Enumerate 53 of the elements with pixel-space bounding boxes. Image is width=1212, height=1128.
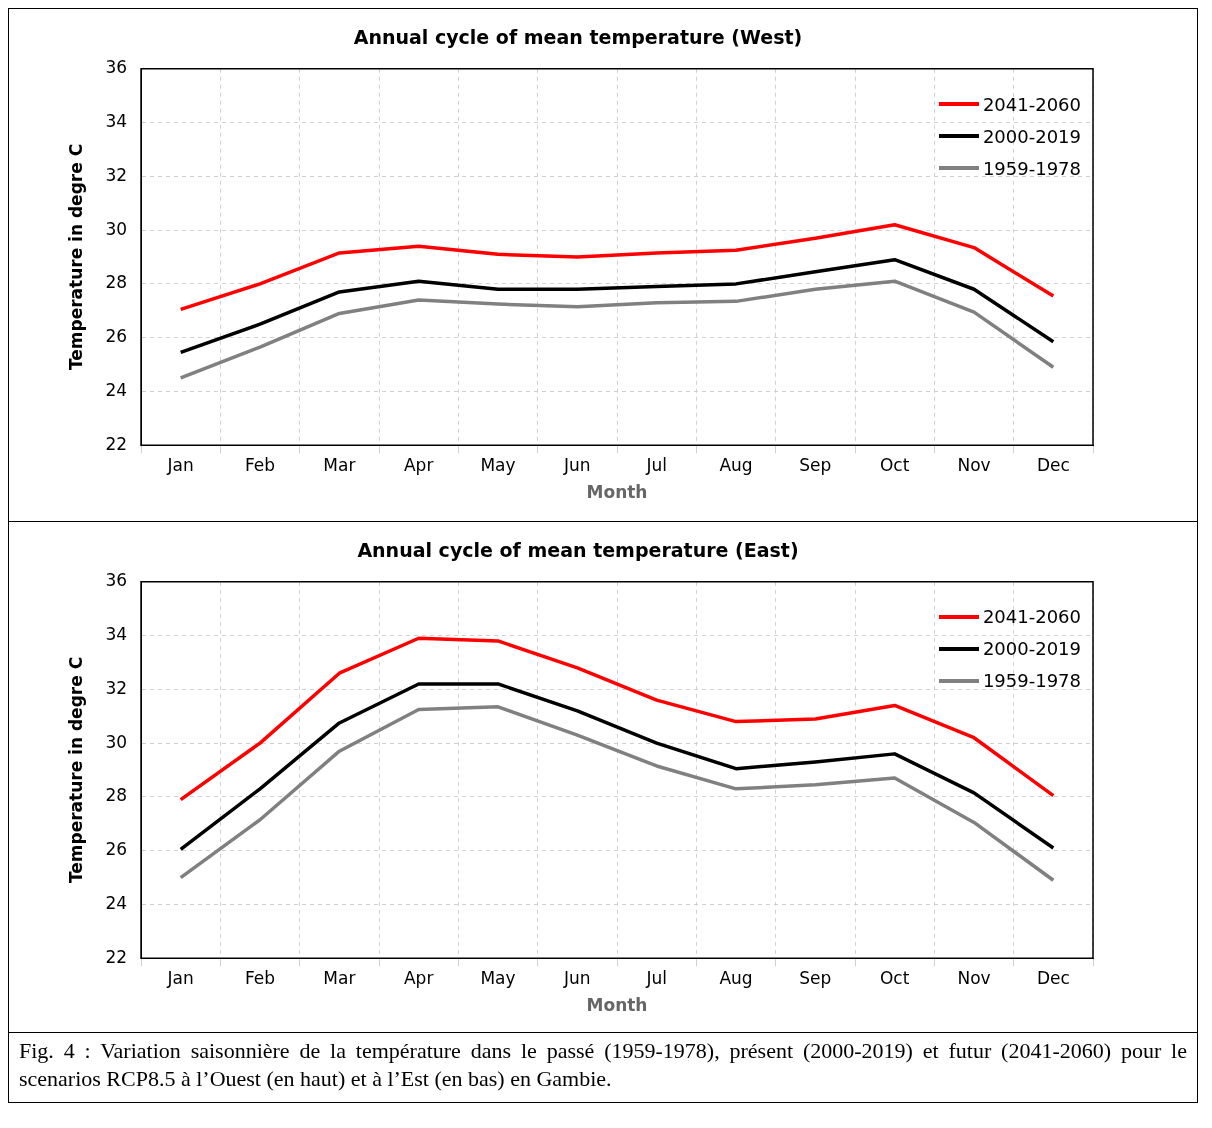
x-tick-label: Oct bbox=[879, 967, 910, 988]
x-tick-label: Dec bbox=[1036, 454, 1070, 475]
x-axis-title: Month bbox=[586, 482, 648, 503]
y-tick-label: 24 bbox=[105, 892, 128, 913]
x-tick-label: May bbox=[480, 454, 516, 475]
y-tick-label: 36 bbox=[105, 569, 128, 590]
y-tick-label: 30 bbox=[105, 218, 128, 239]
x-tick-label: Mar bbox=[323, 967, 356, 988]
y-axis-title: Temperature in degre C bbox=[65, 656, 86, 883]
x-tick-label: Feb bbox=[244, 967, 276, 988]
legend-label: 1959-1978 bbox=[982, 157, 1081, 179]
legend-label: 2000-2019 bbox=[982, 125, 1081, 147]
x-tick-label: Jun bbox=[563, 454, 591, 475]
caption: Fig. 4 : Variation saisonnière de la température dans le passé (1959-1978), présent (2000-2019) et futur (2041-2060) pour le scenarios RCP8.5 à l’Ouest (en haut) et à l’Est (en bas) en Gambie. bbox=[9, 1031, 1197, 1094]
x-tick-label: Jun bbox=[563, 967, 591, 988]
x-tick-label: Aug bbox=[719, 967, 753, 988]
y-tick-label: 22 bbox=[105, 433, 128, 454]
x-tick-label: Sep bbox=[799, 454, 832, 475]
x-tick-label: Nov bbox=[957, 967, 991, 988]
x-tick-label: Sep bbox=[799, 967, 832, 988]
x-tick-label: May bbox=[480, 967, 516, 988]
y-tick-label: 28 bbox=[105, 272, 128, 293]
y-tick-label: 22 bbox=[105, 946, 128, 967]
chart-title: Annual cycle of mean temperature (East) bbox=[357, 538, 799, 561]
y-tick-label: 32 bbox=[105, 677, 128, 698]
y-axis-title: Temperature in degre C bbox=[65, 143, 86, 371]
chart-title: Annual cycle of mean temperature (West) bbox=[353, 26, 803, 49]
legend-label: 2000-2019 bbox=[982, 638, 1081, 659]
y-tick-label: 24 bbox=[105, 379, 128, 400]
y-tick-label: 28 bbox=[105, 784, 128, 805]
y-tick-label: 34 bbox=[105, 623, 128, 644]
x-tick-label: Jul bbox=[645, 967, 667, 988]
x-tick-label: Nov bbox=[957, 454, 991, 475]
x-tick-label: Apr bbox=[403, 454, 434, 475]
x-tick-label: Jan bbox=[166, 454, 194, 475]
y-tick-label: 32 bbox=[105, 164, 128, 185]
x-tick-label: Dec bbox=[1036, 967, 1070, 988]
x-tick-label: Feb bbox=[244, 454, 276, 475]
y-tick-label: 26 bbox=[105, 838, 128, 859]
y-tick-label: 30 bbox=[105, 731, 128, 752]
legend-label: 2041-2060 bbox=[982, 93, 1081, 115]
x-tick-label: Jan bbox=[166, 967, 194, 988]
x-tick-label: Jul bbox=[645, 454, 667, 475]
legend-label: 2041-2060 bbox=[982, 606, 1081, 627]
x-axis-title: Month bbox=[586, 994, 648, 1015]
legend-label: 1959-1978 bbox=[982, 670, 1081, 691]
y-tick-label: 34 bbox=[105, 110, 128, 131]
x-tick-label: Oct bbox=[879, 454, 910, 475]
y-tick-label: 26 bbox=[105, 326, 128, 347]
x-tick-label: Apr bbox=[403, 967, 434, 988]
x-tick-label: Aug bbox=[719, 454, 753, 475]
x-tick-label: Mar bbox=[323, 454, 356, 475]
y-tick-label: 36 bbox=[105, 57, 128, 78]
